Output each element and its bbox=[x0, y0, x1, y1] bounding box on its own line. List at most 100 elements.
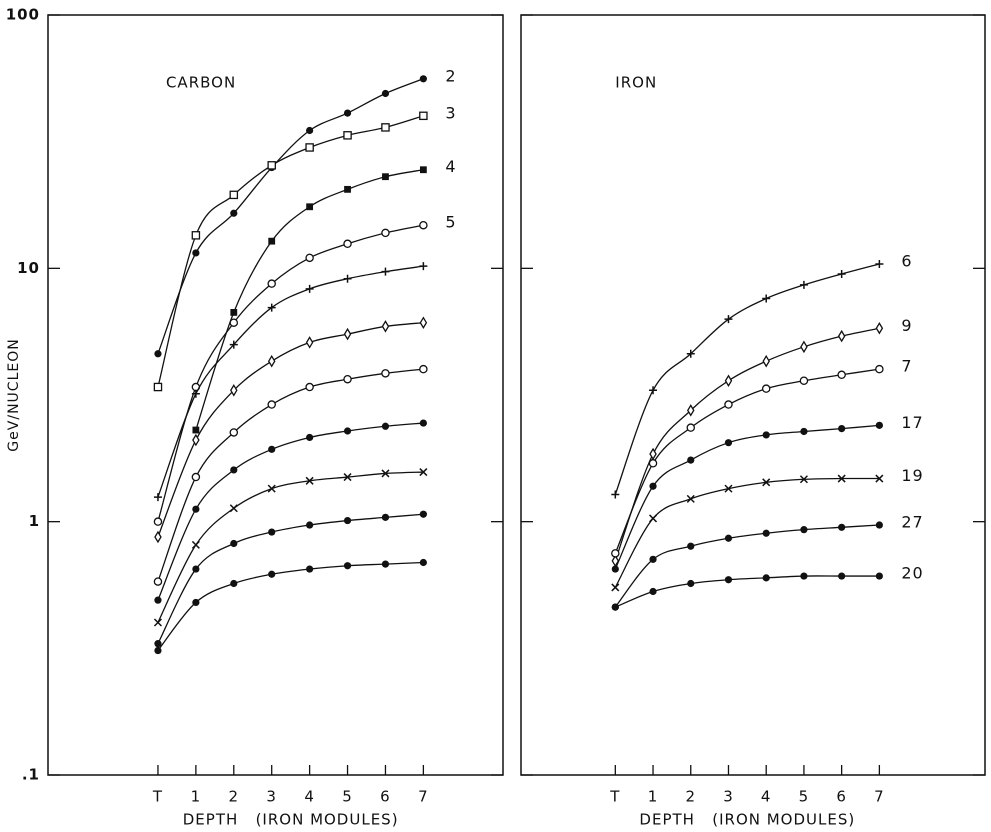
series-label: 20 bbox=[901, 564, 923, 583]
marker bbox=[762, 478, 771, 487]
marker bbox=[686, 423, 696, 432]
marker bbox=[230, 466, 238, 474]
marker bbox=[762, 354, 770, 368]
marker bbox=[343, 516, 352, 525]
marker bbox=[724, 484, 733, 493]
marker bbox=[306, 126, 314, 135]
x-tick-label: 4 bbox=[761, 788, 772, 806]
marker bbox=[419, 419, 427, 427]
marker bbox=[230, 384, 238, 397]
marker bbox=[724, 439, 733, 447]
x-tick-label: 6 bbox=[836, 788, 847, 806]
marker bbox=[306, 521, 314, 529]
marker bbox=[268, 570, 276, 578]
marker bbox=[762, 529, 770, 537]
curve bbox=[157, 561, 424, 651]
marker bbox=[343, 109, 352, 117]
x-tick-label: 3 bbox=[266, 788, 277, 806]
marker bbox=[837, 370, 846, 380]
marker bbox=[192, 505, 200, 513]
y-tick-label: 10 bbox=[17, 259, 40, 277]
x-tick-label: 2 bbox=[685, 788, 696, 806]
x-tick-label: 4 bbox=[304, 788, 315, 806]
marker bbox=[419, 111, 428, 121]
marker bbox=[192, 598, 200, 607]
marker bbox=[305, 382, 314, 392]
marker bbox=[837, 329, 846, 343]
marker bbox=[875, 322, 884, 335]
marker bbox=[800, 427, 808, 436]
marker bbox=[724, 576, 733, 584]
marker bbox=[381, 89, 390, 98]
marker bbox=[800, 526, 808, 534]
x-tick-label: T bbox=[152, 788, 163, 806]
marker bbox=[267, 161, 276, 170]
marker bbox=[838, 572, 846, 580]
marker bbox=[229, 340, 238, 349]
marker bbox=[419, 510, 427, 518]
marker bbox=[761, 384, 771, 393]
marker bbox=[875, 474, 884, 483]
marker bbox=[306, 433, 314, 442]
marker bbox=[154, 350, 162, 358]
marker bbox=[762, 431, 770, 439]
panel-title: CARBON bbox=[166, 74, 236, 92]
marker bbox=[649, 447, 657, 461]
marker bbox=[192, 426, 200, 434]
series-label: 27 bbox=[901, 513, 923, 532]
curve bbox=[157, 513, 424, 644]
marker bbox=[611, 583, 620, 592]
y-tick-label: 100 bbox=[6, 6, 40, 24]
marker bbox=[381, 267, 390, 276]
y-tick-label: 1 bbox=[29, 512, 40, 530]
marker bbox=[230, 308, 238, 316]
marker bbox=[419, 468, 428, 477]
marker bbox=[381, 513, 390, 521]
marker bbox=[799, 376, 809, 385]
marker bbox=[343, 327, 352, 341]
marker bbox=[687, 542, 695, 550]
marker bbox=[191, 231, 201, 240]
marker bbox=[192, 565, 200, 573]
marker bbox=[838, 425, 846, 433]
marker bbox=[267, 279, 276, 288]
marker bbox=[343, 473, 352, 482]
marker bbox=[267, 354, 276, 368]
marker bbox=[191, 540, 200, 549]
marker bbox=[611, 603, 619, 611]
series-label: 7 bbox=[901, 357, 912, 376]
marker bbox=[687, 579, 695, 588]
marker bbox=[191, 472, 201, 482]
marker bbox=[306, 565, 314, 573]
x-tick-label: 5 bbox=[799, 788, 810, 806]
x-tick-label: 7 bbox=[874, 788, 885, 806]
marker bbox=[343, 131, 352, 140]
y-tick-label: .1 bbox=[22, 766, 40, 784]
x-tick-label: 2 bbox=[229, 788, 240, 806]
marker bbox=[649, 555, 657, 563]
y-axis-title: GeV/NUCLEON bbox=[6, 338, 22, 451]
marker bbox=[381, 320, 390, 333]
plot-frame bbox=[47, 14, 504, 776]
series-label: 3 bbox=[445, 103, 456, 122]
marker bbox=[268, 237, 276, 245]
marker bbox=[229, 318, 239, 327]
marker bbox=[649, 587, 657, 596]
marker bbox=[192, 433, 200, 447]
marker bbox=[267, 303, 276, 312]
marker bbox=[875, 521, 883, 529]
marker bbox=[229, 504, 238, 513]
series-label: 5 bbox=[445, 213, 456, 232]
marker bbox=[343, 562, 352, 570]
curve bbox=[614, 424, 880, 570]
marker bbox=[649, 482, 657, 490]
marker bbox=[419, 166, 427, 174]
marker bbox=[343, 427, 352, 435]
marker bbox=[305, 476, 314, 485]
marker bbox=[381, 469, 390, 478]
x-tick-label: 7 bbox=[418, 788, 429, 806]
marker bbox=[800, 572, 808, 580]
marker bbox=[649, 514, 658, 523]
marker bbox=[305, 284, 314, 293]
marker bbox=[306, 203, 314, 211]
